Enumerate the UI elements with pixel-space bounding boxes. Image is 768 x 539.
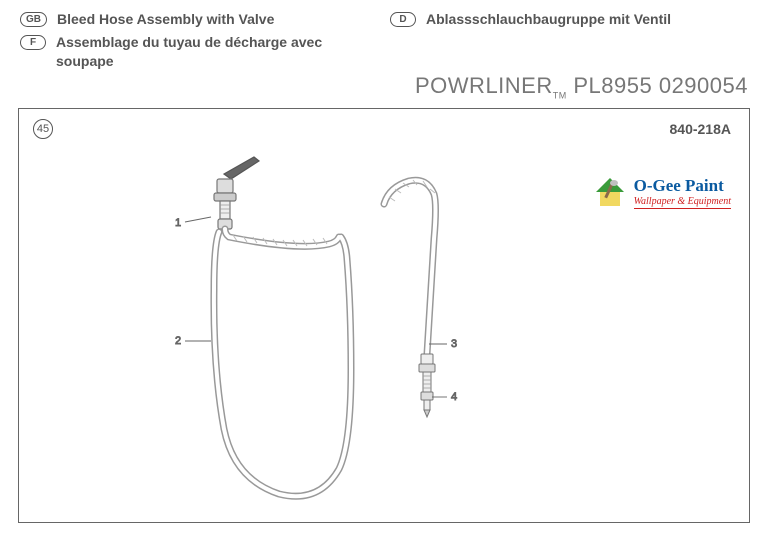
title-block-f: F Assemblage du tuyau de décharge avec s… (20, 33, 350, 71)
diagram-box: 45 840-218A O-Gee Paint Wallpaper & Equi… (18, 108, 750, 523)
part-hose-long (214, 229, 351, 496)
product-model: PL8955 0290054 (573, 73, 748, 98)
header: GB Bleed Hose Assembly with Valve D Abla… (0, 0, 768, 100)
title-text-f: Assemblage du tuyau de décharge avec sou… (56, 33, 350, 71)
product-tm: TM (553, 90, 567, 100)
title-text-d: Ablassschlauchbaugruppe mit Ventil (426, 10, 671, 29)
title-row-2: F Assemblage du tuyau de décharge avec s… (20, 33, 748, 71)
title-block-d: D Ablassschlauchbaugruppe mit Ventil (390, 10, 720, 29)
diagram-svg: 1 2 3 4 (19, 109, 749, 522)
part-hose-short (384, 180, 436, 417)
title-row-1: GB Bleed Hose Assembly with Valve D Abla… (20, 10, 748, 29)
lang-badge-f: F (20, 35, 46, 50)
title-text-gb: Bleed Hose Assembly with Valve (57, 10, 274, 29)
lang-badge-gb: GB (20, 12, 47, 27)
title-block-gb: GB Bleed Hose Assembly with Valve (20, 10, 350, 29)
callout-3: 3 (451, 338, 457, 350)
callout-1: 1 (175, 217, 181, 229)
callout-2: 2 (175, 335, 181, 347)
product-line: POWRLINERTM PL8955 0290054 (415, 73, 748, 100)
part-valve (214, 157, 259, 229)
callout-4: 4 (451, 391, 457, 403)
lang-badge-d: D (390, 12, 416, 27)
product-brand: POWRLINER (415, 73, 553, 98)
